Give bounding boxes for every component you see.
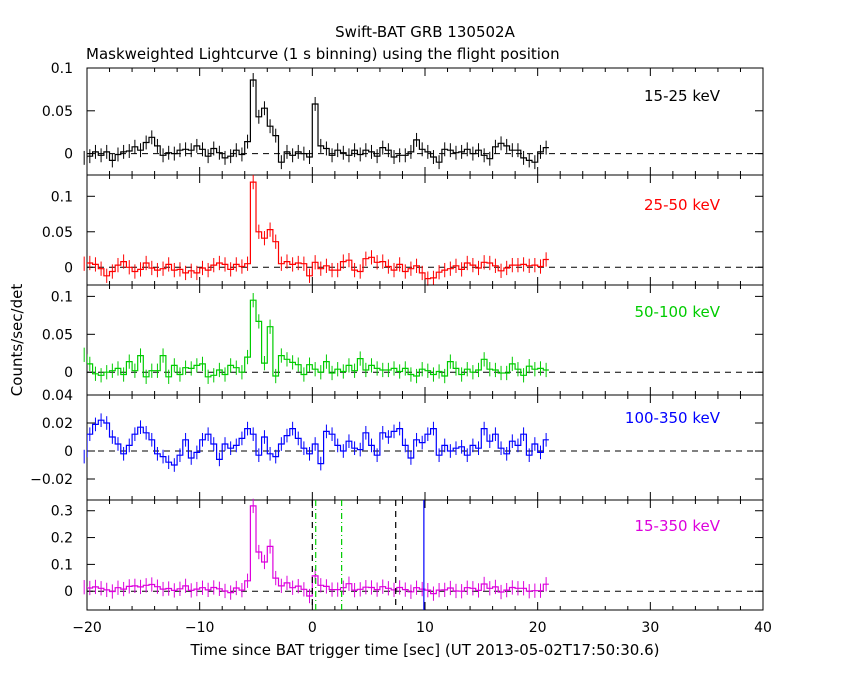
band-label: 50-100 keV bbox=[634, 303, 720, 321]
y-tick-label: 0.3 bbox=[51, 504, 73, 520]
series-line bbox=[87, 181, 549, 280]
panel-4: −0.02 0 0.02 0.04 100-350 keV bbox=[30, 388, 764, 501]
panel-5: 0 0.1 0.2 0.3 15-350 keV bbox=[51, 498, 764, 611]
figure-subtitle: Maskweighted Lightcurve (1 s binning) us… bbox=[86, 45, 560, 63]
x-tick-label: 10 bbox=[416, 620, 434, 636]
x-tick-label: 20 bbox=[529, 620, 547, 636]
y-tick-label: 0.2 bbox=[51, 531, 73, 547]
series-line bbox=[87, 79, 549, 163]
x-tick-label: −10 bbox=[185, 620, 215, 636]
series-line bbox=[87, 299, 549, 378]
y-tick-label: 0.05 bbox=[42, 225, 73, 241]
y-tick-label: −0.02 bbox=[30, 472, 73, 488]
panel-1: 0 0.05 0.1 15-25 keV bbox=[42, 61, 764, 176]
y-tick-label: 0.05 bbox=[42, 104, 73, 120]
panel-frame bbox=[86, 174, 764, 286]
band-label: 15-25 keV bbox=[644, 87, 721, 105]
y-tick-label: 0.02 bbox=[42, 416, 73, 432]
series-line bbox=[87, 505, 549, 597]
y-tick-label: 0 bbox=[64, 584, 73, 600]
panel-frame bbox=[86, 67, 764, 176]
figure-title: Swift-BAT GRB 130502A bbox=[335, 23, 515, 41]
band-label: 25-50 keV bbox=[644, 196, 721, 214]
panel-2: 0 0.05 0.1 25-50 keV bbox=[42, 174, 764, 286]
x-tick-label: 0 bbox=[308, 620, 317, 636]
y-tick-label: 0.1 bbox=[51, 557, 73, 573]
panel-frame bbox=[86, 284, 764, 396]
y-tick-label: 0.1 bbox=[51, 189, 73, 205]
x-axis-label: Time since BAT trigger time [sec] (UT 20… bbox=[190, 641, 660, 659]
y-tick-label: 0.05 bbox=[42, 327, 73, 343]
x-tick-label: 30 bbox=[641, 620, 659, 636]
y-tick-label: 0 bbox=[64, 147, 73, 163]
x-tick-label: 40 bbox=[754, 620, 772, 636]
panel-3: 0 0.05 0.1 50-100 keV bbox=[42, 284, 764, 396]
y-tick-label: 0.04 bbox=[42, 388, 73, 404]
y-tick-label: 0 bbox=[64, 365, 73, 381]
series-line bbox=[87, 419, 549, 466]
x-tick-label: −20 bbox=[72, 620, 102, 636]
y-tick-label: 0.1 bbox=[51, 61, 73, 77]
band-label: 15-350 keV bbox=[634, 517, 720, 535]
y-tick-label: 0 bbox=[64, 260, 73, 276]
y-tick-label: 0.1 bbox=[51, 289, 73, 305]
y-axis-label: Counts/sec/det bbox=[8, 284, 26, 397]
y-tick-label: 0 bbox=[64, 444, 73, 460]
band-label: 100-350 keV bbox=[625, 409, 721, 427]
